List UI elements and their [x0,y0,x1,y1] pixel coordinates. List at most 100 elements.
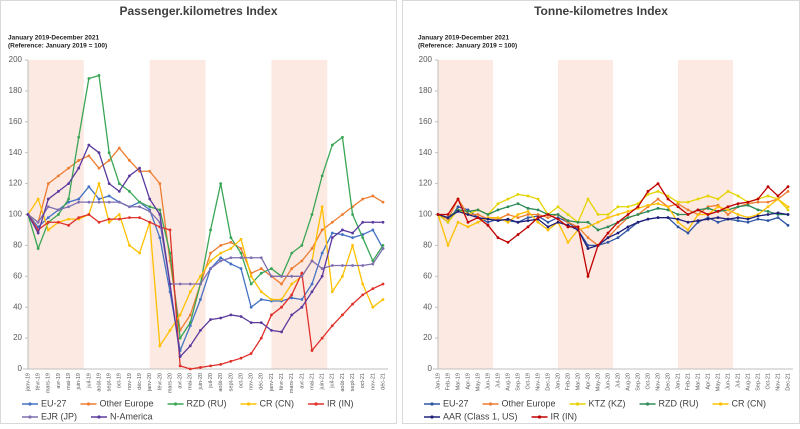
x-tick-label: Aug-21 [745,373,751,391]
data-point [786,189,790,193]
data-point [586,220,590,224]
data-point [128,216,131,219]
data-point [646,217,650,221]
data-point [229,236,233,240]
legend-label: N-America [110,411,153,421]
x-tick-label: Feb-20 [565,373,571,390]
data-point [506,240,510,244]
data-point [107,220,111,224]
data-point [199,366,202,369]
data-point [46,220,50,224]
y-tick-label: 80 [423,241,432,250]
data-point [466,225,470,229]
data-point [67,200,70,204]
y-tick-label: 200 [9,55,23,64]
data-point [280,330,283,334]
data-point [526,206,530,210]
data-point [259,256,263,260]
data-point [556,220,560,224]
data-point [249,321,253,325]
x-tick-label: déc-21 [380,373,386,390]
data-point [300,259,304,263]
data-point [596,213,600,216]
data-point [219,362,223,366]
data-point [188,367,192,371]
data-point [229,262,233,266]
data-point [371,220,375,224]
data-point [516,220,520,224]
x-tick-label: juin-21 [320,373,326,391]
data-point [188,282,192,286]
data-point [526,225,530,229]
x-tick-label: juil-20 [208,373,214,389]
data-point [351,302,354,306]
data-point [188,321,192,325]
data-point [686,213,690,216]
data-point [526,210,530,213]
data-point [676,213,680,216]
data-point [656,189,660,193]
data-point [636,213,640,216]
data-point [280,298,283,301]
data-point [526,216,530,219]
data-point [320,174,324,178]
data-point [381,200,385,204]
y-tick-label: 160 [9,117,23,126]
data-point [229,359,233,363]
data-point [97,166,101,170]
data-point [341,228,344,232]
data-point [107,159,111,162]
data-point [526,213,530,216]
data-point [656,197,660,201]
x-tick-label: Dec-19 [545,373,551,391]
series-line [27,74,384,340]
x-tick-label: déc-19 [137,373,143,390]
data-point [249,282,253,286]
data-point [36,197,40,201]
data-point [148,169,152,173]
data-point [290,282,294,286]
data-point [696,213,700,216]
x-tick-label: mars-19 [46,373,52,393]
series-line [27,143,383,359]
data-point [716,197,720,201]
data-point [290,267,294,270]
data-point [381,298,385,301]
data-point [706,194,710,198]
x-tick-label: Jul-19 [495,373,501,388]
data-point [466,220,470,224]
data-point [616,205,620,209]
data-point [36,247,40,250]
data-point [229,240,233,244]
data-point [506,197,510,201]
data-point [158,182,162,186]
data-point [786,223,790,227]
data-point [259,298,263,301]
data-point [341,264,344,267]
x-tick-label: Apr-21 [705,373,711,390]
data-point [616,220,620,224]
data-point [576,220,580,224]
data-point [606,213,610,216]
data-point [351,236,354,240]
data-point [486,217,490,221]
data-point [526,219,530,223]
data-point [330,264,334,267]
x-tick-label: sept-20 [228,373,234,391]
data-point [686,220,690,224]
data-point [36,231,40,235]
x-tick-label: Dec-21 [785,373,791,391]
data-point [776,216,780,219]
data-point [616,236,620,240]
data-point [219,244,223,247]
data-point [97,182,101,186]
legend-label: EU-27 [41,398,67,408]
data-point [516,202,520,206]
y-tick-label: 120 [9,179,23,188]
data-point [168,228,172,232]
x-tick-label: août-19 [96,373,102,392]
legend-marker [314,402,318,406]
data-point [776,194,780,198]
data-point [239,247,243,250]
series-line [27,213,384,370]
